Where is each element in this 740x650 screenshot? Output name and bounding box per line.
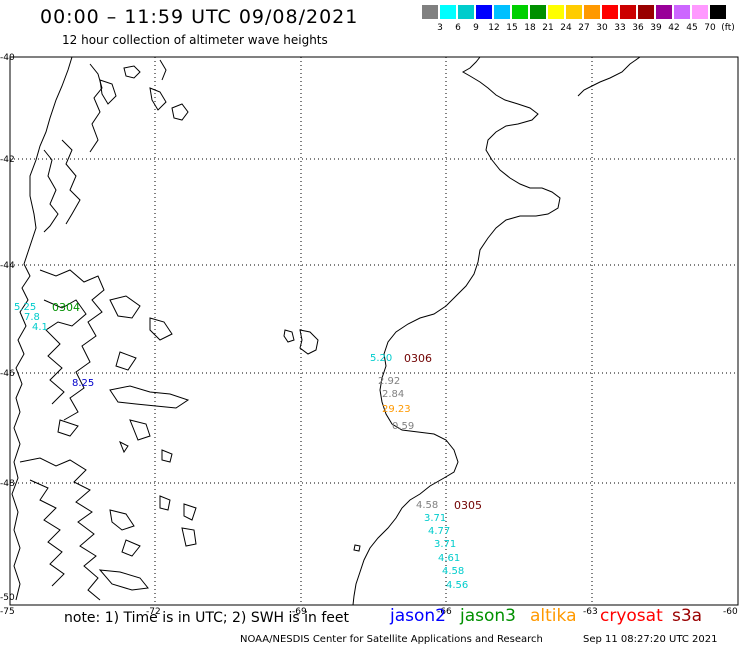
legend-swatch (692, 5, 708, 19)
generation-timestamp: Sep 11 08:27:20 UTC 2021 (583, 634, 718, 645)
obs-value: 4.56 (446, 580, 468, 591)
obs-value: 3.71 (424, 513, 446, 524)
legend-swatch (566, 5, 582, 19)
legend-swatch (422, 5, 438, 19)
legend-label: 6 (455, 23, 461, 33)
legend-label: 70 (704, 23, 716, 33)
lon-label-72: -72 (146, 607, 161, 617)
pass-label: 0304 (52, 301, 80, 314)
lon-label-66: -66 (437, 607, 452, 617)
obs-value: 4.1 (32, 322, 48, 333)
legend-swatch (584, 5, 600, 19)
legend-label: 33 (614, 23, 626, 33)
legend-swatch (530, 5, 546, 19)
obs-value: 2.92 (378, 376, 400, 387)
obs-value: 2.84 (382, 389, 404, 400)
lat-label-48: -48 (0, 479, 15, 489)
legend-label: 9 (473, 23, 479, 33)
legend-swatch (458, 5, 474, 19)
obs-value: 8.25 (72, 378, 94, 389)
map-frame (9, 56, 739, 606)
sat-cryosat: cryosat (600, 606, 663, 626)
obs-value: 4.77 (428, 526, 450, 537)
legend-swatch (710, 5, 726, 19)
obs-value: 3.71 (434, 539, 456, 550)
legend-label: 3 (437, 23, 443, 33)
obs-value: 29.23 (382, 404, 411, 415)
legend-label: 45 (686, 23, 698, 33)
island-small (283, 329, 295, 343)
legend-label: 21 (542, 23, 554, 33)
legend-swatch (440, 5, 456, 19)
lon-label-63: -63 (583, 607, 598, 617)
legend-swatch (494, 5, 510, 19)
legend-label: 24 (560, 23, 572, 33)
lat-label-40: -40 (0, 53, 15, 63)
island-valdes (299, 329, 319, 355)
legend-label: (ft) (721, 23, 735, 33)
obs-value: 0.59 (392, 421, 414, 432)
legend-swatch (656, 5, 672, 19)
pass-label: 0305 (454, 499, 482, 512)
obs-value: 4.58 (416, 500, 438, 511)
sat-s3a: s3a (672, 606, 703, 626)
obs-value: 5.20 (370, 353, 392, 364)
legend-label: 30 (596, 23, 608, 33)
sat-jason3: jason3 (460, 606, 516, 626)
pacific-coastline (11, 56, 197, 601)
legend-label: 18 (524, 23, 536, 33)
lat-label-46: -46 (0, 369, 15, 379)
pass-label: 0306 (404, 352, 432, 365)
footer-note: note: 1) Time is in UTC; 2) SWH is in fe… (64, 610, 350, 626)
obs-value: 4.61 (438, 553, 460, 564)
atlantic-coastline (352, 56, 561, 606)
sat-altika: altika (530, 606, 577, 626)
page-title: 00:00 – 11:59 UTC 09/08/2021 (40, 6, 359, 28)
graticule (10, 57, 738, 605)
island-south (353, 544, 361, 552)
legend-swatch (602, 5, 618, 19)
lon-label-60: -60 (723, 607, 738, 617)
legend-swatch (512, 5, 528, 19)
obs-value: 4.58 (442, 566, 464, 577)
altimeter-observations: 5.20 2.92 2.84 29.23 0.59 4.58 3.71 4.77… (14, 301, 482, 591)
lon-label-75: -75 (0, 607, 15, 617)
atlantic-coastline-upper (577, 56, 641, 97)
lat-label-50: -50 (0, 593, 15, 603)
obs-value: 7.8 (24, 312, 40, 323)
lat-label-42: -42 (0, 155, 15, 165)
legend-label: 27 (578, 23, 590, 33)
legend-swatch (548, 5, 564, 19)
legend-swatch (674, 5, 690, 19)
legend-swatch (638, 5, 654, 19)
legend-label: 42 (668, 23, 680, 33)
legend-label: 39 (650, 23, 662, 33)
lat-label-44: -44 (0, 261, 15, 271)
legend-label: 36 (632, 23, 644, 33)
legend-label: 15 (506, 23, 518, 33)
obs-value: 5.25 (14, 302, 36, 313)
legend-label: 12 (488, 23, 500, 33)
credit-line: NOAA/NESDIS Center for Satellite Applica… (240, 634, 543, 645)
sat-jason2: jason2 (390, 606, 446, 626)
legend-swatch (620, 5, 636, 19)
lon-label-69: -69 (292, 607, 307, 617)
page-subtitle: 12 hour collection of altimeter wave hei… (62, 33, 328, 47)
legend-swatch (476, 5, 492, 19)
